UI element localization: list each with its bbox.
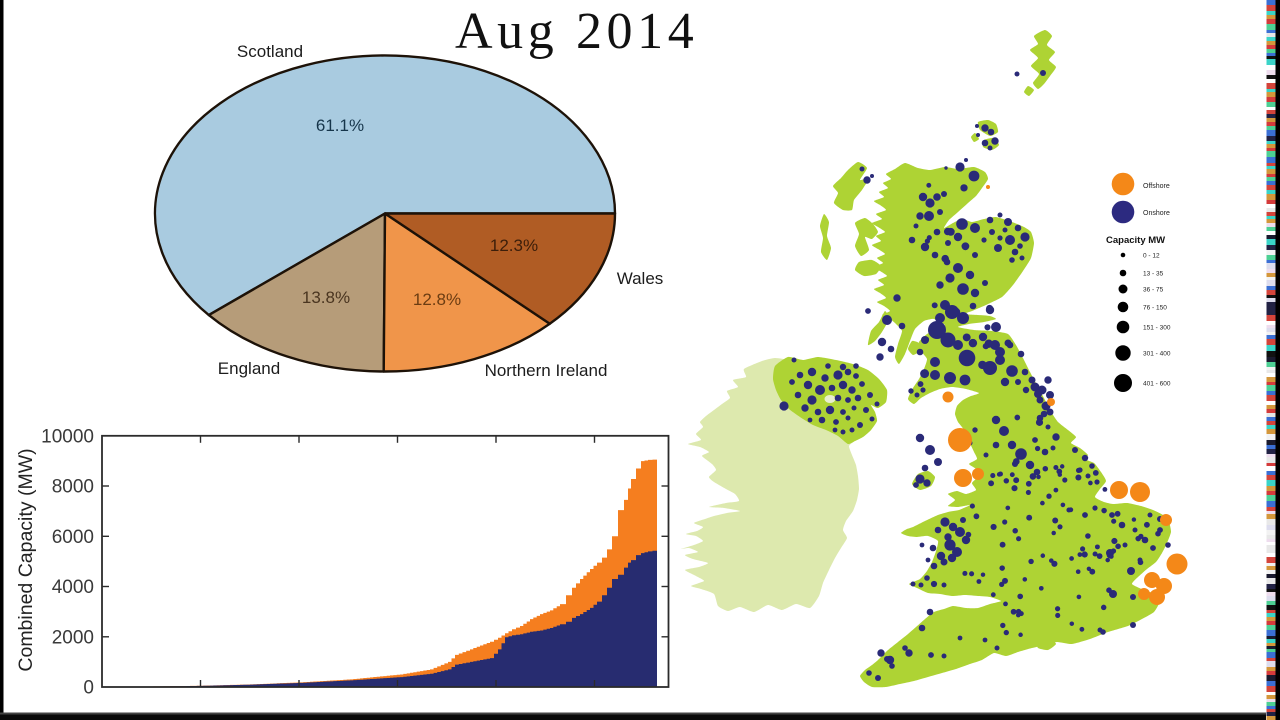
svg-text:Combined Capacity (MW): Combined Capacity (MW) bbox=[15, 448, 37, 671]
svg-text:4000: 4000 bbox=[52, 577, 94, 598]
svg-text:0 - 12: 0 - 12 bbox=[1143, 253, 1160, 260]
svg-text:Onshore: Onshore bbox=[1143, 210, 1170, 217]
svg-text:10000: 10000 bbox=[41, 426, 94, 447]
svg-text:151 - 300: 151 - 300 bbox=[1143, 325, 1171, 332]
svg-text:12.8%: 12.8% bbox=[413, 290, 461, 309]
svg-text:13.8%: 13.8% bbox=[302, 288, 350, 307]
svg-text:2000: 2000 bbox=[52, 627, 94, 648]
svg-text:76 - 150: 76 - 150 bbox=[1143, 305, 1167, 312]
svg-text:13 - 35: 13 - 35 bbox=[1143, 271, 1164, 278]
svg-text:36 - 75: 36 - 75 bbox=[1143, 287, 1164, 294]
svg-text:0: 0 bbox=[83, 678, 94, 699]
svg-text:Wales: Wales bbox=[617, 269, 664, 288]
svg-text:England: England bbox=[218, 359, 280, 378]
svg-text:6000: 6000 bbox=[52, 527, 94, 548]
svg-text:Northern Ireland: Northern Ireland bbox=[485, 361, 608, 380]
svg-text:8000: 8000 bbox=[52, 477, 94, 498]
svg-text:61.1%: 61.1% bbox=[316, 116, 364, 135]
svg-text:Capacity MW: Capacity MW bbox=[1106, 235, 1165, 246]
svg-text:401 - 600: 401 - 600 bbox=[1143, 381, 1171, 388]
svg-text:301 - 400: 301 - 400 bbox=[1143, 351, 1171, 358]
svg-text:12.3%: 12.3% bbox=[490, 236, 538, 255]
svg-text:Offshore: Offshore bbox=[1143, 183, 1170, 190]
svg-text:Scotland: Scotland bbox=[237, 42, 303, 61]
